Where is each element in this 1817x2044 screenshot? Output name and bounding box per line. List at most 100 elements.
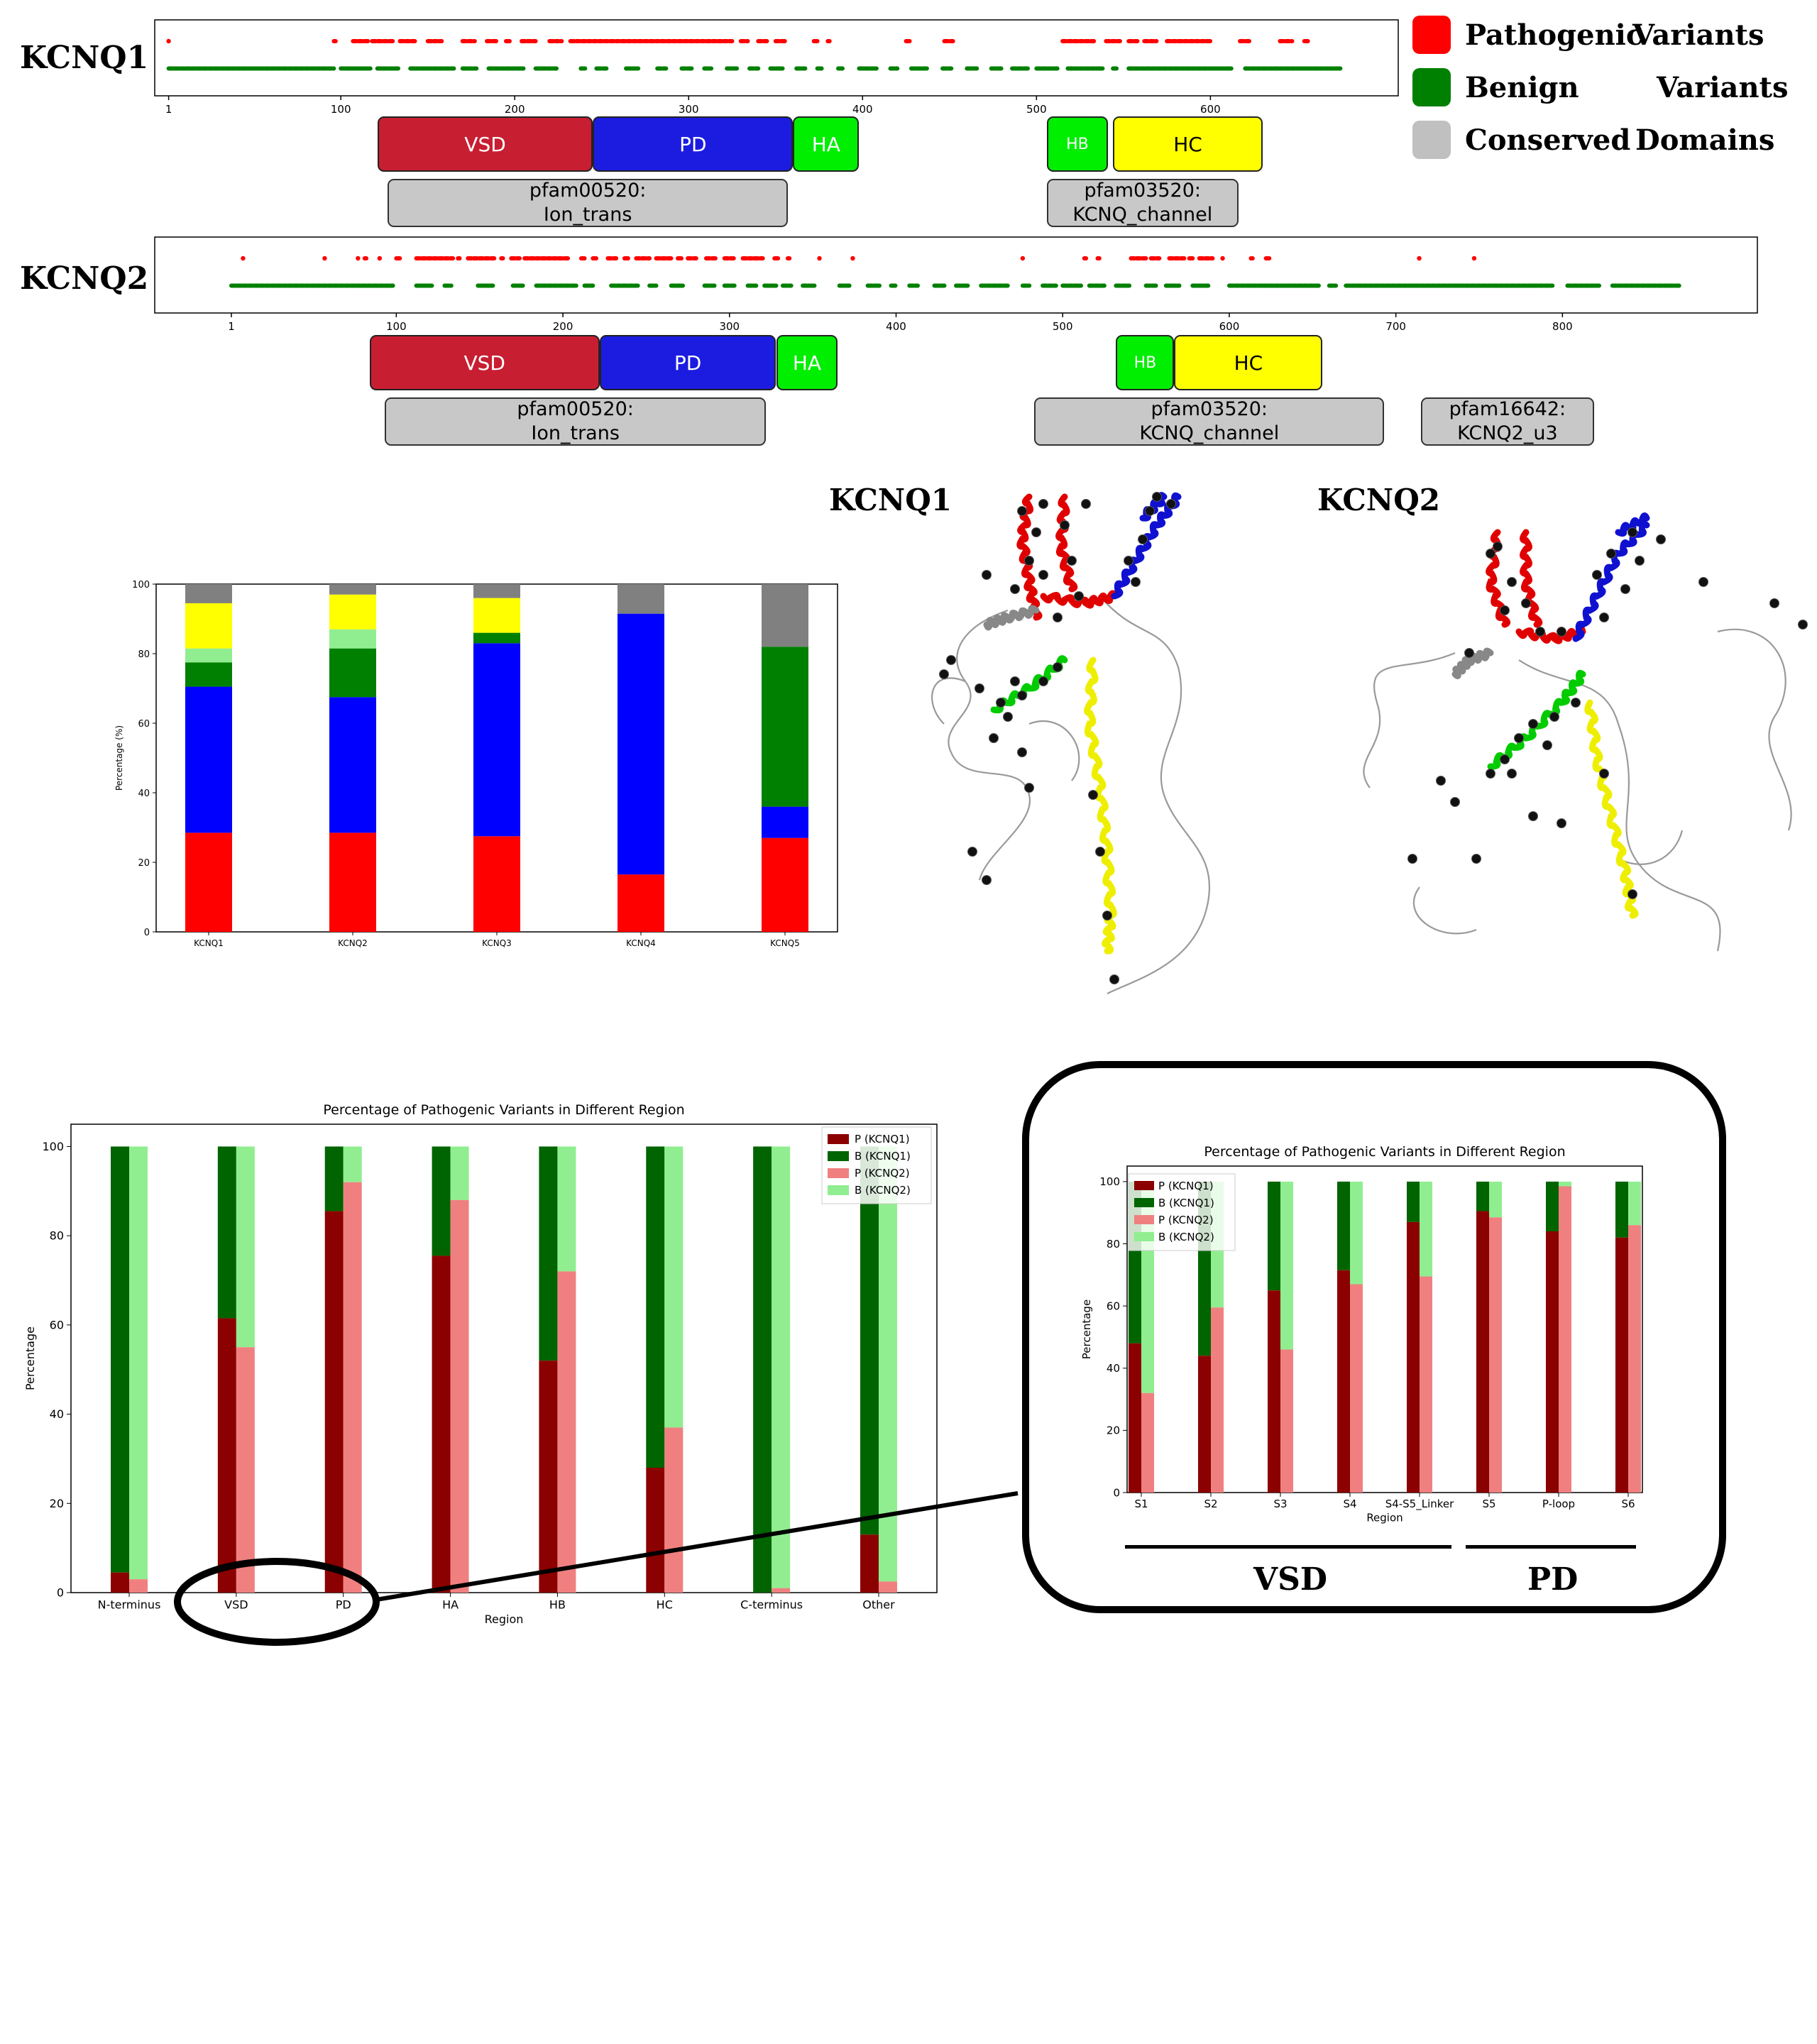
bar-pathogenic-kcnq2 bbox=[1350, 1284, 1363, 1493]
structure-label-kcnq2: KCNQ2 bbox=[1317, 483, 1441, 517]
bar-pathogenic-kcnq2 bbox=[1211, 1307, 1224, 1493]
variant-sphere bbox=[1507, 769, 1517, 779]
track-x-tick-label: 1 bbox=[165, 103, 172, 116]
bar-pathogenic-kcnq1 bbox=[217, 1318, 236, 1593]
variant-sphere bbox=[1436, 776, 1446, 786]
inset-legend-swatch bbox=[1134, 1232, 1154, 1241]
variant-sphere bbox=[1606, 549, 1616, 559]
variant-sphere bbox=[1131, 577, 1141, 587]
track-frame bbox=[154, 19, 1399, 97]
legend-conserved-b: Domains bbox=[1635, 123, 1775, 157]
variant-sphere bbox=[1407, 854, 1417, 864]
chart-title: Percentage of Pathogenic Variants in Dif… bbox=[1204, 1144, 1565, 1160]
pfam-name: KCNQ2_u3 bbox=[1457, 422, 1558, 444]
structure-label-kcnq1: KCNQ1 bbox=[829, 483, 953, 517]
stacked-y-axis-label: Percentage (%) bbox=[114, 725, 124, 791]
stacked-x-tick-label: KCNQ2 bbox=[338, 938, 368, 948]
variant-sphere bbox=[1024, 556, 1034, 566]
bar-benign-kcnq2 bbox=[664, 1146, 684, 1428]
helix-hc bbox=[1584, 699, 1639, 919]
pfam-domain-box: pfam00520: Ion_trans bbox=[384, 397, 767, 446]
variant-sphere bbox=[1060, 520, 1070, 530]
chart-x-tick-label: HB bbox=[549, 1598, 566, 1611]
variant-sphere bbox=[1003, 712, 1013, 722]
bar-benign-kcnq2 bbox=[879, 1146, 897, 1582]
bar-benign-kcnq1 bbox=[1615, 1181, 1628, 1238]
variant-sphere bbox=[1599, 612, 1609, 622]
chart-x-tick-label: Other bbox=[862, 1598, 895, 1611]
variant-sphere bbox=[1017, 747, 1027, 757]
stacked-bar-segment bbox=[185, 662, 232, 687]
bar-benign-kcnq2 bbox=[1559, 1181, 1571, 1187]
bar-pathogenic-kcnq1 bbox=[1129, 1343, 1141, 1493]
variant-sphere bbox=[1557, 627, 1566, 637]
inset-legend-label: B (KCNQ2) bbox=[1158, 1231, 1214, 1243]
chart-y-tick-label: 40 bbox=[50, 1407, 64, 1421]
variant-sphere bbox=[1656, 534, 1666, 544]
chart-y-tick-label: 0 bbox=[57, 1586, 64, 1600]
bar-pathogenic-kcnq2 bbox=[1559, 1186, 1571, 1493]
bar-benign-kcnq2 bbox=[236, 1146, 255, 1348]
variant-sphere bbox=[1627, 889, 1637, 899]
pfam-id: pfam00520: bbox=[517, 398, 634, 420]
bar-pathogenic-kcnq1 bbox=[1407, 1221, 1420, 1493]
chart-x-tick-label: C-terminus bbox=[740, 1598, 803, 1611]
pathogenic-variant-point bbox=[377, 256, 383, 261]
track-x-tick-label: 200 bbox=[505, 103, 525, 116]
track-x-tick-label: 200 bbox=[553, 320, 573, 333]
pathogenic-variant-point bbox=[850, 256, 855, 261]
bar-pathogenic-kcnq2 bbox=[450, 1199, 469, 1593]
inset-subregion-chart: Percentage of Pathogenic Variants in Dif… bbox=[1080, 1144, 1643, 1524]
bar-pathogenic-kcnq2 bbox=[1628, 1225, 1641, 1493]
domain-vsd: VSD bbox=[369, 335, 600, 390]
region-legend-label: B (KCNQ2) bbox=[855, 1184, 911, 1197]
domain-ha: HA bbox=[793, 116, 860, 172]
stacked-y-tick-label: 20 bbox=[138, 858, 150, 869]
legend-pathogenic-b: Variants bbox=[1632, 18, 1764, 52]
inset-legend-swatch bbox=[1134, 1215, 1154, 1224]
variant-sphere bbox=[989, 733, 999, 743]
bar-benign-kcnq1 bbox=[217, 1146, 236, 1319]
variant-sphere bbox=[1138, 534, 1148, 544]
inset-legend-label: P (KCNQ1) bbox=[1158, 1180, 1214, 1192]
variant-sphere bbox=[1038, 570, 1048, 580]
pfam-domain-box: pfam16642: KCNQ2_u3 bbox=[1420, 397, 1594, 446]
variant-sphere bbox=[1109, 974, 1119, 984]
variant-sphere bbox=[1571, 698, 1581, 708]
bar-benign-kcnq1 bbox=[111, 1146, 129, 1573]
chart-title: Percentage of Pathogenic Variants in Dif… bbox=[323, 1102, 684, 1118]
chart-x-tick-label: S6 bbox=[1621, 1498, 1635, 1510]
variant-sphere bbox=[1038, 499, 1048, 509]
bar-pathogenic-kcnq2 bbox=[879, 1581, 897, 1593]
bar-benign-kcnq1 bbox=[1268, 1181, 1280, 1291]
kcnq1-structure-image bbox=[931, 492, 1211, 994]
variant-sphere bbox=[1031, 527, 1041, 537]
helix-vsd bbox=[1515, 625, 1586, 644]
track-x-tick-label: 400 bbox=[852, 103, 873, 116]
bar-pathogenic-kcnq1 bbox=[1198, 1356, 1211, 1493]
pathogenic-variant-point bbox=[1020, 256, 1026, 261]
vsd-group-label: VSD bbox=[1253, 1561, 1328, 1598]
stacked-bar-segment bbox=[329, 648, 376, 698]
chart-x-tick-label: HA bbox=[442, 1598, 459, 1611]
kcnq1-track-label: KCNQ1 bbox=[20, 40, 149, 76]
variant-sphere bbox=[1067, 556, 1077, 566]
variant-sphere bbox=[1592, 570, 1602, 580]
stacked-bar-segment bbox=[762, 837, 808, 932]
region-legend-label: P (KCNQ1) bbox=[855, 1133, 910, 1145]
bar-benign-kcnq2 bbox=[557, 1146, 576, 1272]
track-frame bbox=[154, 236, 1758, 314]
bar-pathogenic-kcnq2 bbox=[664, 1427, 684, 1593]
pfam-name: Ion_trans bbox=[543, 204, 632, 226]
pfam-name: KCNQ_channel bbox=[1139, 422, 1280, 444]
chart-y-tick-label: 0 bbox=[1113, 1486, 1120, 1499]
bar-benign-kcnq1 bbox=[860, 1146, 879, 1535]
stacked-y-tick-label: 100 bbox=[132, 580, 150, 590]
bar-benign-kcnq1 bbox=[324, 1146, 344, 1211]
variant-sphere bbox=[1145, 506, 1155, 516]
helix-grey bbox=[1451, 647, 1494, 680]
track-x-tick-label: 600 bbox=[1219, 320, 1240, 333]
chart-y-tick-label: 80 bbox=[1107, 1238, 1120, 1251]
chart-x-axis-label: Region bbox=[1366, 1512, 1402, 1524]
bar-pathogenic-kcnq2 bbox=[1280, 1349, 1293, 1493]
